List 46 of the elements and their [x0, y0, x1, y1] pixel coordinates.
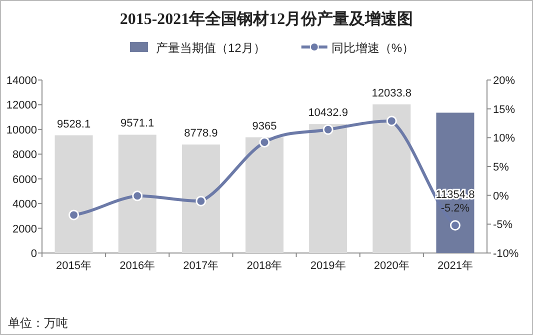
y2-tick-label: -10%	[493, 248, 519, 260]
point	[259, 137, 270, 148]
y-tick-label: 14000	[6, 75, 37, 87]
point	[386, 116, 397, 126]
data-label: 8778.9	[184, 128, 218, 140]
x-tick-label: 2016年	[120, 260, 156, 272]
x-tick-label: 2018年	[246, 260, 282, 272]
x-tick-label: 2017年	[183, 260, 219, 272]
y2-tick-label: 10%	[493, 132, 516, 145]
data-label: 10432.9	[308, 107, 348, 120]
y-tick-label: 12000	[6, 100, 37, 112]
bar	[372, 104, 411, 253]
y-tick-label: 0	[30, 248, 37, 260]
bar	[182, 144, 220, 253]
data-label: 12033.8	[372, 87, 412, 100]
point	[196, 196, 206, 206]
data-label: 9528.1	[56, 118, 91, 130]
y-tick-label: 4000	[12, 198, 37, 211]
x-tick-label: 2015年	[56, 260, 92, 272]
data-label: 9365	[252, 120, 277, 132]
point	[322, 124, 334, 135]
data-label: -5.2%	[440, 202, 470, 214]
x-tick-label: 2019年	[310, 260, 346, 272]
bar	[309, 124, 348, 253]
y-tick-label: 8000	[12, 149, 37, 162]
point	[132, 190, 143, 202]
bar	[246, 137, 284, 253]
y-tick-label: 6000	[12, 174, 37, 186]
y2-tick-label: -5%	[493, 219, 513, 232]
bar	[118, 134, 156, 253]
data-label: 9571.1	[120, 118, 154, 130]
bar	[54, 135, 93, 253]
x-tick-label: 2021年	[437, 260, 473, 272]
x-tick-label: 2020年	[374, 260, 410, 272]
y2-tick-label: 15%	[493, 104, 516, 116]
y2-tick-label: 20%	[493, 75, 516, 87]
legend-label: 产量当期值（12月）	[156, 41, 266, 55]
chart-title: 2015-2021年全国钢材12月份产量及增速图	[120, 10, 414, 28]
y2-tick-label: 0%	[493, 190, 510, 202]
y-tick-label: 10000	[6, 124, 37, 136]
y-tick-label: 2000	[12, 223, 37, 236]
legend-label: 同比增速（%）	[331, 41, 414, 55]
point	[450, 220, 460, 231]
y2-tick-label: 5%	[493, 162, 510, 174]
point	[68, 210, 80, 220]
text: 单位：万吨	[8, 316, 68, 330]
